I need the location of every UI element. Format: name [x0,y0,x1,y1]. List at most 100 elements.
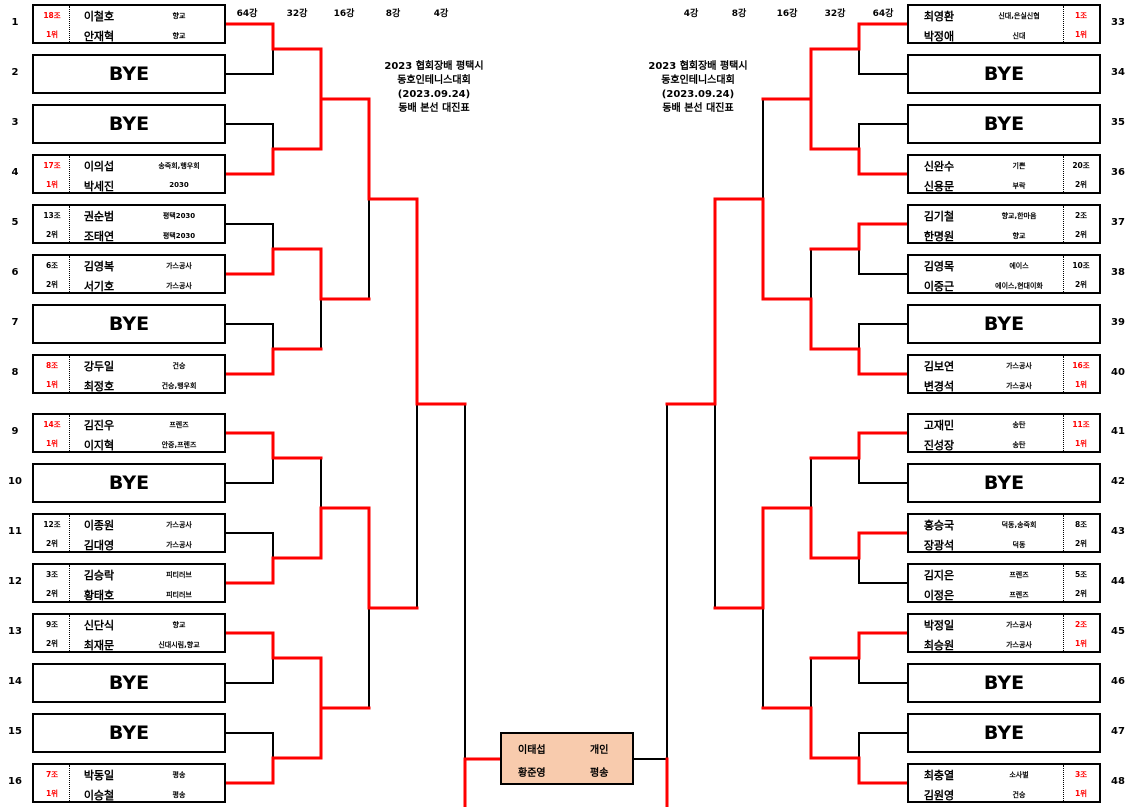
rank-label: 2위 [45,280,59,289]
bye-slot: BYE [907,104,1101,144]
final-player-name: 이태섭 [518,745,546,756]
bye-slot: BYE [32,713,226,753]
rank-label: 2위 [45,539,59,548]
player-name: 박세진 [83,180,115,193]
dotted-separator [69,765,70,801]
rank-label: 1위 [1074,639,1088,648]
player-name: 최승원 [923,639,955,652]
player-club: 부락 [1012,182,1026,190]
slot-number: 41 [1111,426,1125,437]
player-club: 송탄 [1012,441,1026,449]
slot-number: 10 [8,476,22,487]
rank-label: 1위 [45,439,59,448]
round-label: 64강 [872,9,894,19]
dotted-separator [1063,765,1064,801]
rank-label: 1위 [45,30,59,39]
slot-box: 11조 1위 고재민 송탄 진성장 송탄 [907,413,1101,453]
slot-number: 45 [1111,626,1125,637]
rank-label: 1위 [1074,789,1088,798]
slot-number: 3 [11,117,19,128]
slot-number: 16 [8,776,22,787]
slot-number: 12 [8,576,22,587]
slot-box: 9조 2위 신단식 향교 최재문 신대시림,향교 [32,613,226,653]
dotted-separator [69,206,70,242]
slot-number: 6 [11,267,19,278]
group-label: 13조 [43,211,61,220]
title-line: 동배 본선 대진표 [398,103,470,114]
player-name: 이종원 [83,519,115,532]
player-name: 진성장 [923,439,955,452]
bye-slot: BYE [907,663,1101,703]
player-club: 송죽회,행우회 [158,162,200,170]
player-club: 송탄 [1012,421,1026,429]
title-line: (2023.09.24) [397,89,471,100]
player-club: 프렌즈 [1009,571,1029,579]
slot-number: 7 [11,317,19,328]
slot-number: 36 [1111,167,1125,178]
slot-number: 38 [1111,267,1125,278]
rank-label: 1위 [45,380,59,389]
bye-slot: BYE [32,54,226,94]
player-club: 프렌즈 [169,421,189,429]
group-label: 3조 [45,570,59,579]
bye-slot: BYE [32,104,226,144]
group-label: 14조 [43,420,61,429]
dotted-separator [69,156,70,192]
player-club: 가스공사 [166,282,192,290]
title-line: 2023 협회장배 평택시 [648,61,748,72]
player-club: 가스공사 [1006,621,1032,629]
slot-number: 44 [1111,576,1125,587]
dotted-separator [1063,256,1064,292]
rank-label: 1위 [1074,380,1088,389]
slot-box: 8조 1위 강두일 건승 최정호 건승,행우회 [32,354,226,394]
slot-box: 2조 1위 박정일 가스공사 최승원 가스공사 [907,613,1101,653]
player-club: 건승 [172,362,186,370]
player-name: 이의섭 [83,160,115,173]
player-club: 향교 [1012,232,1026,240]
tournament-title-left: 2023 협회장배 평택시 동호인테니스대회 (2023.09.24) 동배 본… [334,60,534,116]
round-label: 32강 [286,9,308,19]
player-club: 가스공사 [1006,382,1032,390]
slot-box: 8조 2위 홍승국 덕동,송죽회 장광석 덕동 [907,513,1101,553]
player-club: 2030 [169,181,189,189]
player-club: 가스공사 [1006,362,1032,370]
slot-box: 5조 2위 김지은 프렌즈 이정은 프렌즈 [907,563,1101,603]
rank-label: 2위 [1074,280,1088,289]
player-club: 평택2030 [162,212,196,220]
player-name: 안재혁 [83,30,115,43]
slot-number: 1 [11,17,19,28]
player-name: 강두일 [83,360,115,373]
group-label: 12조 [43,520,61,529]
slot-number: 39 [1111,317,1125,328]
dotted-separator [1063,206,1064,242]
slot-box: 20조 2위 신완수 기쁜 신용문 부락 [907,154,1101,194]
bye-slot: BYE [907,463,1101,503]
player-name: 이철호 [83,10,115,23]
player-name: 김영목 [923,260,955,273]
slot-number: 15 [8,726,22,737]
slot-number: 4 [11,167,19,178]
round-label: 4강 [683,9,699,19]
player-club: 안중,프렌즈 [161,441,197,449]
player-club: 피티러브 [166,591,192,599]
rank-label: 1위 [45,180,59,189]
player-club: 가스공사 [166,262,192,270]
title-line: 2023 협회장배 평택시 [384,61,484,72]
player-name: 조태연 [83,230,115,243]
dotted-separator [1063,615,1064,651]
dotted-separator [1063,515,1064,551]
player-name: 신단식 [83,619,115,632]
dotted-separator [69,515,70,551]
rank-label: 1위 [45,789,59,798]
rank-label: 2위 [1074,180,1088,189]
player-name: 박정애 [923,30,955,43]
player-club: 덕동,송죽회 [1001,521,1037,529]
player-club: 에이스,현대이화 [995,282,1043,290]
slot-box: 7조 1위 박동일 평송 이승철 평송 [32,763,226,803]
player-name: 김진우 [83,419,115,432]
slot-number: 42 [1111,476,1125,487]
slot-number: 46 [1111,676,1125,687]
round-label: 64강 [236,9,258,19]
rank-label: 2위 [45,230,59,239]
slot-number: 8 [11,367,19,378]
